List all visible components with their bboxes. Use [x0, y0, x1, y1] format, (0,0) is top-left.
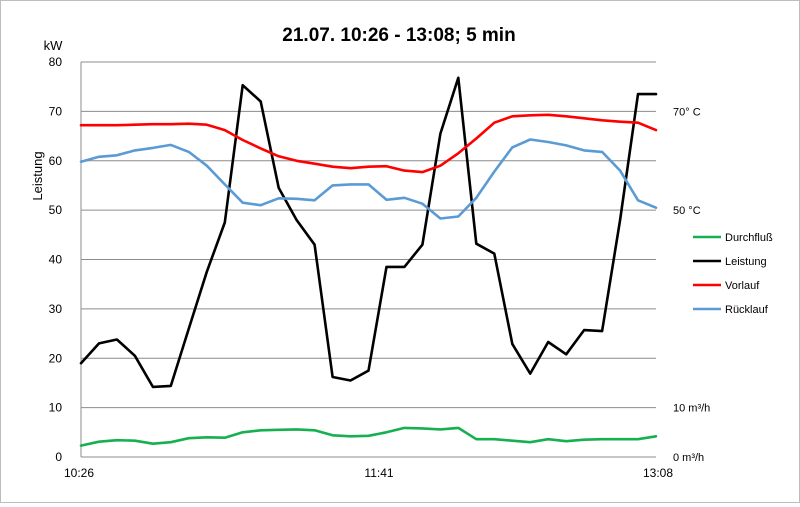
legend-label: Vorlauf	[725, 280, 760, 292]
legend-label: Rücklauf	[725, 304, 769, 316]
y-tick-label: 50	[49, 203, 63, 217]
legend: Durchfluß Leistung Vorlauf Rücklauf	[693, 232, 773, 316]
y-axis-ticks: 0 10 20 30 40 50 60 70 80	[49, 55, 63, 464]
y-tick-label: 40	[49, 253, 63, 267]
y-tick-label: 80	[49, 55, 63, 69]
y-axis-unit: kW	[44, 38, 64, 53]
series-line-vorlauf	[79, 113, 658, 174]
series-line-leistung	[79, 76, 658, 389]
secondary-axis-label: 50 °C	[673, 205, 701, 217]
series-line-r-cklauf	[79, 138, 658, 220]
series-lines	[79, 76, 658, 447]
x-axis-ticks: 10:26 11:41 13:08	[64, 466, 673, 480]
chart-title: 21.07. 10:26 - 13:08; 5 min	[282, 25, 515, 46]
x-tick-label: 13:08	[643, 466, 673, 480]
series-line-durchflu-	[79, 426, 658, 447]
secondary-axis-label: 70° C	[673, 106, 701, 118]
legend-label: Leistung	[725, 256, 767, 268]
x-tick-label: 10:26	[64, 466, 94, 480]
y-axis-label: Leistung	[30, 151, 45, 200]
legend-label: Durchfluß	[725, 232, 773, 244]
x-tick-label: 11:41	[364, 466, 393, 480]
y-tick-label: 0	[55, 450, 62, 464]
y-tick-label: 30	[49, 302, 63, 316]
y-tick-label: 10	[49, 401, 63, 415]
y-tick-label: 70	[49, 104, 63, 118]
y-tick-label: 60	[49, 154, 63, 168]
secondary-axis-labels: 70° C 50 °C 10 m³/h 0 m³/h	[673, 106, 710, 464]
secondary-axis-label: 10 m³/h	[673, 403, 710, 415]
y-tick-label: 20	[49, 351, 63, 365]
gridlines	[80, 61, 656, 458]
secondary-axis-label: 0 m³/h	[673, 452, 704, 464]
